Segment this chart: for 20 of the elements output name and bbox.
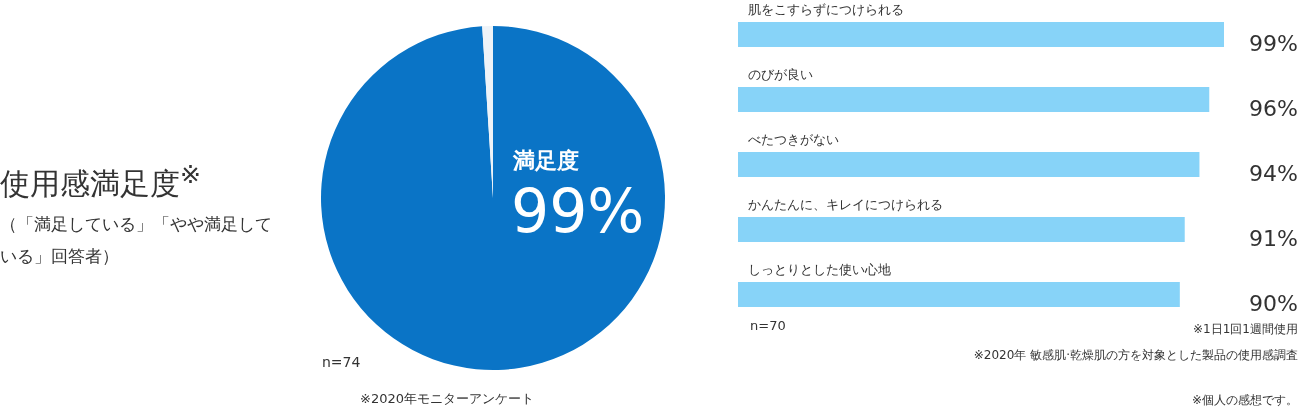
data-label: 96%: [1249, 96, 1298, 121]
text: 使用感満足度$^{※}$: [0, 160, 201, 203]
text: ※1日1回1週間使用: [1193, 322, 1298, 336]
slice-label: 満足度: [512, 148, 579, 173]
y-tick-label: しっとりとした使い心地: [748, 262, 891, 277]
y-tick-label: のびが良い: [748, 67, 813, 82]
text: （「満足している」「やや満足している」回答者）: [0, 213, 273, 268]
text: n=70: [750, 318, 786, 333]
text: n=74: [322, 354, 361, 370]
y-tick-label: かんたんに、キレイにつけられる: [748, 197, 943, 212]
y-tick-label: 肌をこすらずにつけられる: [748, 2, 904, 17]
data-label: 99%: [511, 176, 645, 246]
data-label: 90%: [1249, 291, 1298, 316]
data-label: 99%: [1249, 31, 1298, 56]
text: ※個人の感想です。: [1191, 393, 1298, 407]
text: ※2020年 敏感肌·乾燥肌の方を対象とした製品の使用感調査: [973, 348, 1298, 362]
text: ※2020年モニターアンケート: [360, 390, 534, 408]
y-tick-label: べたつきがない: [748, 132, 839, 147]
data-label: 94%: [1249, 161, 1298, 186]
data-label: 91%: [1249, 226, 1298, 251]
